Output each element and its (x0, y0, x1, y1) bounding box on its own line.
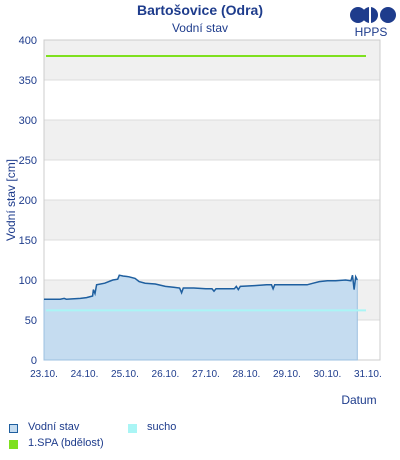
legend-swatch-sucho (128, 424, 137, 433)
chart-title: Bartošovice (Odra) (136, 2, 264, 18)
water-level-line (44, 274, 358, 300)
legend-label-vodni-stav: Vodní stav (28, 421, 80, 433)
x-tick-label: 29.10. (273, 369, 301, 380)
y-tick-label: 400 (19, 35, 37, 47)
y-tick-label: 200 (19, 195, 37, 207)
x-axis-label: Datum (341, 393, 376, 407)
plot-band (44, 80, 380, 120)
plot-band (44, 40, 380, 80)
legend-swatch-vodni-stav (9, 424, 18, 433)
x-tick-label: 31.10. (354, 369, 382, 380)
legend-swatch-spa (9, 440, 18, 449)
plot-band (44, 240, 380, 280)
plot-band (44, 120, 380, 160)
y-tick-label: 250 (19, 155, 37, 167)
plot-band (44, 200, 380, 240)
y-tick-label: 350 (19, 75, 37, 87)
x-tick-label: 25.10. (111, 369, 139, 380)
plot-band (44, 160, 380, 200)
y-tick-label: 50 (25, 315, 37, 327)
x-tick-label: 27.10. (192, 369, 220, 380)
x-tick-label: 23.10. (30, 369, 58, 380)
y-tick-label: 100 (19, 275, 37, 287)
x-tick-label: 24.10. (71, 369, 99, 380)
y-axis-label: Vodní stav [cm] (4, 159, 18, 241)
y-tick-label: 300 (19, 115, 37, 127)
y-tick-label: 0 (31, 355, 37, 367)
x-tick-label: 30.10. (313, 369, 341, 380)
chart-subtitle: Vodní stav (171, 21, 229, 35)
hpps-logo-text: HPPS (354, 25, 388, 39)
legend-label-sucho: sucho (147, 421, 177, 433)
x-tick-label: 28.10. (233, 369, 261, 380)
x-tick-label: 26.10. (152, 369, 180, 380)
y-tick-label: 150 (19, 235, 37, 247)
hpps-logo-icon (350, 7, 396, 23)
legend-label-spa: 1.SPA (bdělost) (28, 437, 104, 449)
